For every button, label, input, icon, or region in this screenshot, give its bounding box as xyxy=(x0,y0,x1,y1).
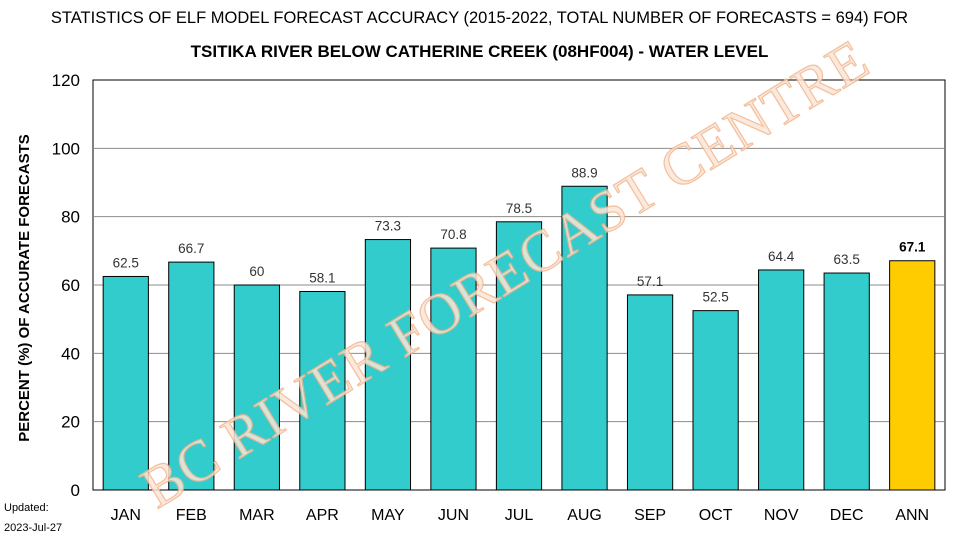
bar-ann xyxy=(889,260,936,491)
y-tick-label: 120 xyxy=(52,71,80,90)
y-tick-label: 40 xyxy=(61,344,80,363)
data-label-mar: 60 xyxy=(249,264,264,279)
x-tick-label-jul: JUL xyxy=(505,507,534,524)
chart-title: STATISTICS OF ELF MODEL FORECAST ACCURAC… xyxy=(50,9,909,27)
x-tick-label-oct: OCT xyxy=(699,507,733,524)
x-tick-label-ann: ANN xyxy=(895,507,929,524)
data-label-jul: 78.5 xyxy=(506,201,532,216)
data-label-jan: 62.5 xyxy=(113,255,139,270)
bars xyxy=(102,185,936,491)
data-label-dec: 63.5 xyxy=(834,252,860,267)
x-tick-label-may: MAY xyxy=(371,507,405,524)
data-label-sep: 57.1 xyxy=(637,274,663,289)
x-tick-label-mar: MAR xyxy=(239,507,275,524)
y-tick-label: 80 xyxy=(61,208,80,227)
bar-nov xyxy=(758,269,805,491)
x-tick-label-feb: FEB xyxy=(176,507,207,524)
data-label-nov: 64.4 xyxy=(768,249,795,264)
y-axis-label: PERCENT (%) OF ACCURATE FORECASTS xyxy=(16,134,33,442)
bar-jan xyxy=(102,275,149,491)
data-label-jun: 70.8 xyxy=(440,227,466,242)
data-labels: 62.5 66.7 60 58.1 73.3 70.8 78.5 88.9 57.1 52.5 64… xyxy=(113,165,926,304)
bar-aug xyxy=(561,185,608,491)
x-tick-label-apr: APR xyxy=(306,507,339,524)
data-label-may: 73.3 xyxy=(375,219,401,234)
y-axis: 0 20 40 60 80 100 120 JAN FEB MAR APR MAY JUN JUL AUG S… xyxy=(52,71,929,524)
x-tick-label-jun: JUN xyxy=(438,507,469,524)
data-label-apr: 58.1 xyxy=(309,270,335,285)
y-tick-label: 60 xyxy=(61,276,80,295)
y-tick-label: 20 xyxy=(61,413,80,432)
x-tick-label-sep: SEP xyxy=(634,507,666,524)
bar-jul xyxy=(495,221,543,491)
data-label-oct: 52.5 xyxy=(702,290,728,305)
data-label-aug: 88.9 xyxy=(571,165,597,180)
y-tick-label: 0 xyxy=(71,481,80,500)
data-label-feb: 66.7 xyxy=(178,241,204,256)
x-tick-label-dec: DEC xyxy=(830,507,864,524)
bar-may xyxy=(364,239,412,491)
x-tick-label-jan: JAN xyxy=(111,507,141,524)
bar-apr xyxy=(299,290,346,491)
x-tick-label-aug: AUG xyxy=(567,507,602,524)
bar-sep xyxy=(626,294,674,491)
bar-jun xyxy=(430,247,477,491)
y-tick-label: 100 xyxy=(52,139,80,158)
updated-date: 2023-Jul-27 xyxy=(4,522,63,534)
updated-label: Updated: xyxy=(4,502,49,514)
bar-feb xyxy=(168,261,215,491)
bar-oct xyxy=(692,310,739,491)
chart-subtitle: TSITIKA RIVER BELOW CATHERINE CREEK (08H… xyxy=(190,42,769,61)
x-tick-label-nov: NOV xyxy=(764,507,799,524)
bar-dec xyxy=(823,272,870,491)
data-label-ann: 67.1 xyxy=(899,240,926,255)
bar-mar xyxy=(233,284,280,491)
